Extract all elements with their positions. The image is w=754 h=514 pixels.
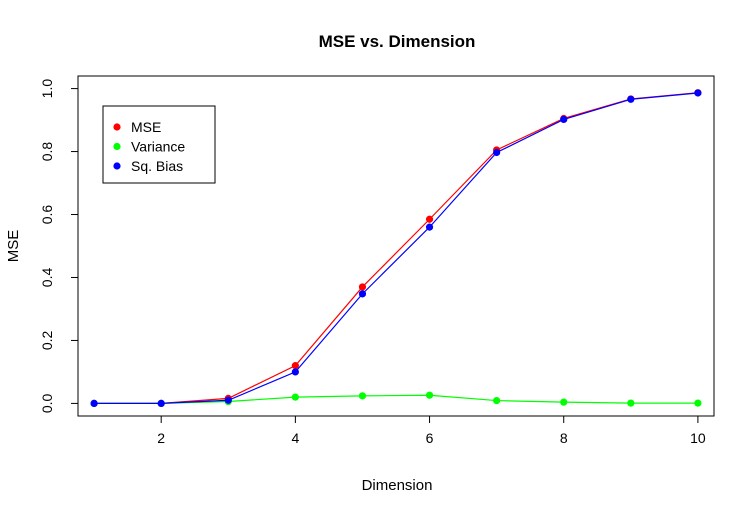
- legend-marker: [113, 142, 121, 151]
- series-line-sq-bias: [94, 92, 698, 405]
- x-tick-label: 10: [690, 430, 706, 446]
- series-line-mse: [94, 92, 698, 405]
- x-tick-label: 4: [291, 430, 299, 446]
- data-point-variance: [358, 392, 367, 400]
- data-point-sq-bias: [627, 95, 635, 103]
- y-axis-label: MSE: [5, 230, 22, 263]
- data-point-sq-bias: [694, 89, 702, 97]
- data-point-variance: [493, 396, 501, 405]
- y-tick-label: 0.6: [39, 205, 55, 225]
- legend: MSE Variance Sq. Bias: [102, 105, 216, 184]
- y-tick-label: 0.0: [39, 393, 55, 413]
- data-point-variance: [560, 398, 568, 406]
- x-axis: 2 4 6 8 10: [157, 416, 706, 446]
- data-point-sq-bias: [425, 223, 434, 231]
- legend-label: Sq. Bias: [131, 158, 183, 174]
- y-tick-label: 1.0: [39, 79, 55, 99]
- data-point-variance: [627, 399, 635, 407]
- data-point-sq-bias: [291, 368, 299, 376]
- data-point-mse: [291, 362, 299, 370]
- series-layer: [90, 89, 702, 408]
- x-tick-label: 6: [426, 430, 434, 446]
- data-point-sq-bias: [560, 115, 568, 124]
- legend-box: [102, 105, 216, 184]
- chart-title: MSE vs. Dimension: [319, 32, 476, 51]
- y-axis: 0.0 0.2 0.4 0.6 0.8 1.0: [39, 79, 78, 413]
- data-point-sq-bias: [224, 396, 232, 404]
- y-tick-label: 0.4: [39, 268, 55, 288]
- legend-label: MSE: [131, 119, 161, 135]
- plot-area-border: [77, 75, 715, 417]
- y-tick-label: 0.2: [39, 331, 55, 351]
- x-axis-label: Dimension: [362, 477, 433, 494]
- data-point-variance: [291, 393, 299, 401]
- data-point-mse: [358, 283, 367, 291]
- data-point-sq-bias: [493, 148, 501, 157]
- legend-marker: [113, 162, 121, 170]
- data-point-sq-bias: [157, 399, 165, 408]
- y-tick-label: 0.8: [39, 142, 55, 162]
- data-point-variance: [694, 399, 702, 407]
- x-tick-label: 2: [157, 430, 165, 446]
- data-point-sq-bias: [90, 399, 98, 408]
- data-point-variance: [425, 391, 434, 399]
- x-tick-label: 8: [560, 430, 568, 446]
- series-line-variance: [94, 394, 698, 405]
- data-point-sq-bias: [358, 290, 367, 298]
- legend-marker: [113, 123, 121, 131]
- legend-label: Variance: [131, 139, 185, 155]
- data-point-mse: [425, 215, 434, 223]
